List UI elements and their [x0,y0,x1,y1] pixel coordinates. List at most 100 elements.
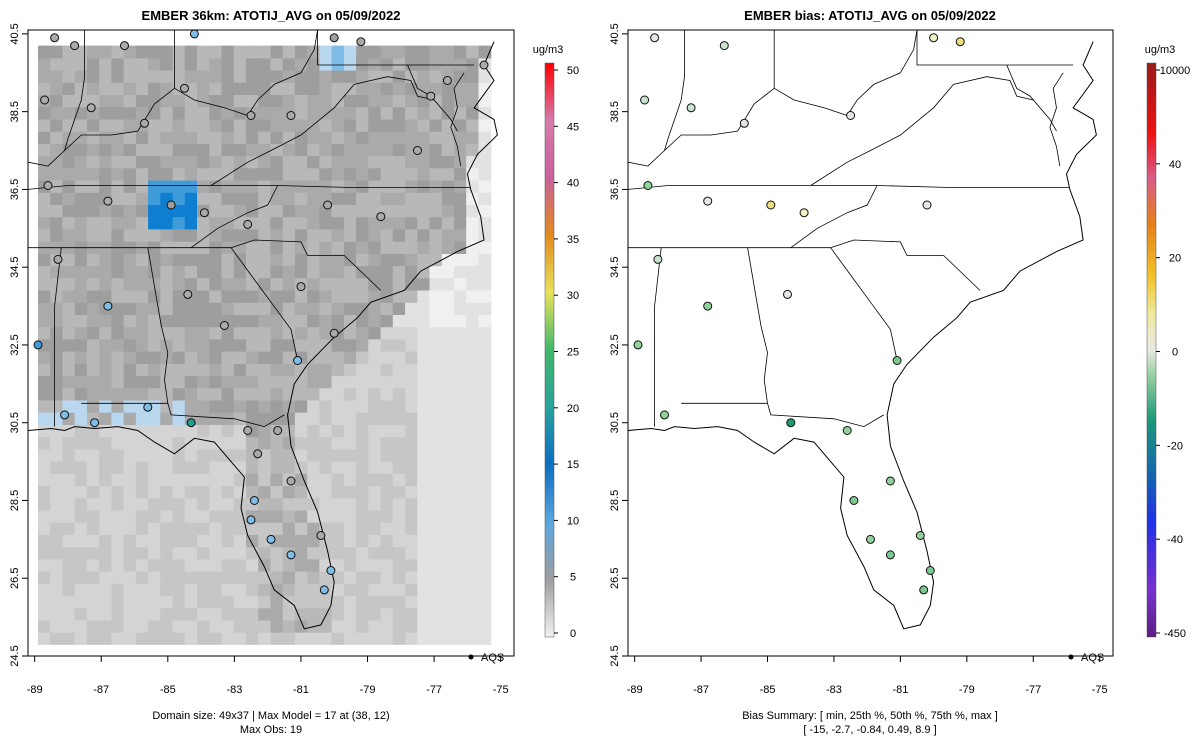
model-grid-cell [343,509,357,523]
model-grid-cell [246,94,259,108]
model-grid-cell [148,583,161,596]
model-grid-cell [111,583,125,596]
model-grid-cell [148,607,161,621]
model-grid-cell [135,106,149,120]
model-grid-cell [331,82,345,95]
model-grid-cell [258,265,271,279]
model-grid-cell [417,253,431,267]
model-grid-cell [319,546,333,560]
model-grid-cell [294,228,308,242]
model-grid-cell [270,375,284,389]
observation-point [53,254,63,264]
model-grid-cell [62,131,76,144]
model-grid-cell [417,375,431,389]
model-grid-cell [172,375,186,389]
right-boundary-line [1049,72,1064,167]
model-grid-cell [50,204,63,218]
observation-point [286,476,296,486]
model-grid-cell [356,571,369,584]
model-grid-cell [368,351,382,364]
right-boundary-line [664,30,685,151]
model-grid-cell [368,143,382,157]
model-grid-cell [319,143,333,157]
model-grid-cell [38,216,51,230]
model-grid-cell [209,82,223,95]
model-grid-cell [331,277,345,291]
model-grid-cell [343,424,357,438]
model-grid-cell [270,155,284,169]
left-boundary-line [190,185,279,249]
model-grid-cell [50,338,63,352]
model-grid-cell [454,57,467,71]
model-grid-cell [282,448,296,462]
model-grid-cell [50,424,63,438]
model-grid-cell [74,155,88,169]
model-grid-cell [221,253,235,267]
model-grid-cell [270,57,284,71]
model-grid-cell [209,216,223,230]
model-grid-cell [184,302,198,315]
model-grid-cell [99,461,112,474]
model-grid-cell [172,253,186,267]
model-grid-cell [148,448,161,462]
model-grid-cell [392,375,406,389]
model-grid-cell [148,363,161,377]
model-grid-cell [62,192,76,205]
model-grid-cell [123,436,137,450]
model-grid-cell [356,216,369,230]
model-grid-cell [454,131,467,144]
model-grid-cell [258,290,271,303]
model-grid-cell [221,228,235,242]
model-grid-cell [209,399,223,413]
model-grid-cell [282,155,296,169]
model-grid-cell [441,204,455,218]
model-grid-cell [392,509,406,523]
model-grid-cell [454,45,467,59]
model-grid-cell [405,57,418,71]
model-grid-cell [209,131,223,144]
model-grid-cell [429,192,443,205]
observation-point [329,33,339,43]
model-grid-cell [294,241,308,254]
model-grid-cell [392,363,406,377]
model-grid-cell [331,607,345,621]
model-grid-cell [123,118,137,132]
model-grid-cell [197,448,210,462]
model-grid-cell [417,619,431,633]
model-grid-cell [246,412,259,425]
model-grid-cell [50,546,63,560]
model-grid-cell [258,118,271,132]
model-grid-cell [62,387,76,401]
model-grid-cell [86,192,100,205]
model-grid-cell [343,473,357,487]
model-grid-cell [209,607,223,621]
model-grid-cell [429,326,443,340]
model-grid-cell [294,571,308,584]
model-grid-cell [184,216,198,230]
model-grid-cell [466,351,479,364]
model-grid-cell [50,167,63,181]
model-grid-cell [454,485,467,499]
model-grid-cell [417,106,431,120]
model-grid-cell [160,155,174,169]
model-grid-cell [429,497,443,511]
model-grid-cell [294,192,308,205]
model-grid-cell [405,522,418,535]
model-grid-cell [246,485,259,499]
model-grid-cell [282,583,296,596]
model-grid-cell [184,351,198,364]
model-grid-cell [270,399,284,413]
model-grid-cell [343,546,357,560]
model-grid-cell [135,595,149,609]
model-grid-cell [99,167,112,181]
model-grid-cell [405,424,418,438]
model-grid-cell [294,387,308,401]
model-grid-cell [343,253,357,267]
model-grid-cell [209,461,223,474]
model-grid-cell [331,241,345,254]
model-grid-cell [197,522,210,535]
model-grid-cell [392,314,406,328]
model-grid-cell [172,571,186,584]
observation-point [86,103,96,113]
observation-point [249,496,259,505]
